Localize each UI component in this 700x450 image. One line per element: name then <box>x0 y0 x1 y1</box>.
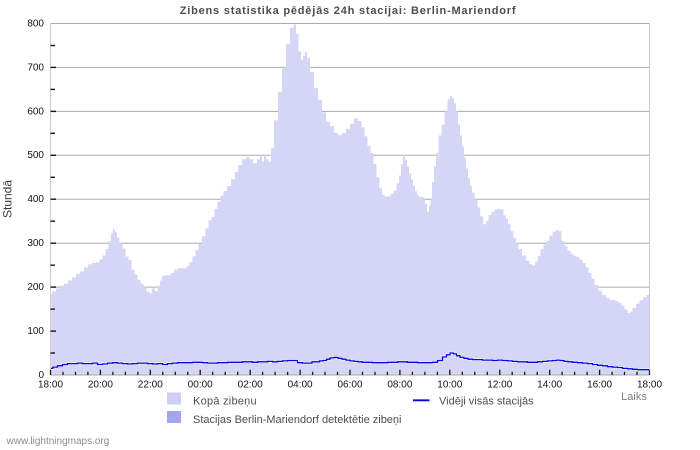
svg-text:200: 200 <box>27 282 44 293</box>
svg-text:06:00: 06:00 <box>337 379 362 390</box>
svg-text:www.lightningmaps.org: www.lightningmaps.org <box>6 436 110 447</box>
svg-text:20:00: 20:00 <box>88 379 113 390</box>
svg-text:0: 0 <box>38 370 44 381</box>
svg-text:100: 100 <box>27 326 44 337</box>
svg-text:700: 700 <box>27 62 44 73</box>
svg-text:18:00: 18:00 <box>637 379 662 390</box>
svg-text:22:00: 22:00 <box>138 379 163 390</box>
svg-text:04:00: 04:00 <box>288 379 313 390</box>
svg-text:Zibens statistika pēdējās 24h: Zibens statistika pēdējās 24h stacijai: … <box>180 5 517 17</box>
svg-text:12:00: 12:00 <box>487 379 512 390</box>
svg-text:Kopā zibeņu: Kopā zibeņu <box>193 396 257 408</box>
svg-text:Laiks: Laiks <box>621 391 647 403</box>
svg-text:Stundā: Stundā <box>1 180 15 218</box>
svg-text:02:00: 02:00 <box>238 379 263 390</box>
svg-text:10:00: 10:00 <box>437 379 462 390</box>
svg-text:800: 800 <box>27 18 44 29</box>
svg-text:300: 300 <box>27 238 44 249</box>
svg-text:16:00: 16:00 <box>587 379 612 390</box>
svg-text:08:00: 08:00 <box>387 379 412 390</box>
svg-text:Stacijas Berlin-Mariendorf det: Stacijas Berlin-Mariendorf detektētie zi… <box>193 414 402 426</box>
svg-text:00:00: 00:00 <box>188 379 213 390</box>
svg-text:500: 500 <box>27 150 44 161</box>
svg-text:14:00: 14:00 <box>537 379 562 390</box>
svg-text:Vidēji visās stacijās: Vidēji visās stacijās <box>439 396 534 408</box>
svg-text:18:00: 18:00 <box>38 379 63 390</box>
svg-text:400: 400 <box>27 194 44 205</box>
svg-text:600: 600 <box>27 106 44 117</box>
